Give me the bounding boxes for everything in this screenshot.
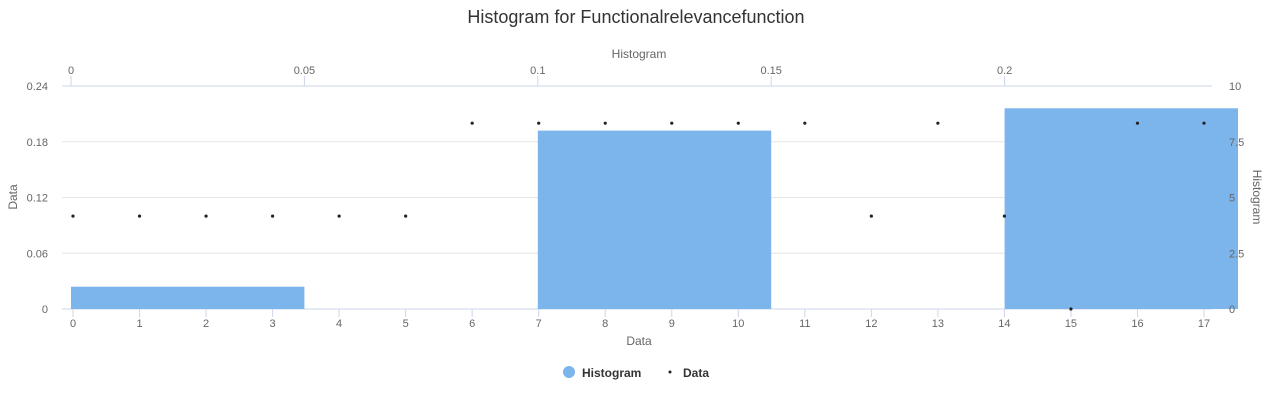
right-axis-title: Histogram [1250, 170, 1264, 225]
bottom-axis-tick-label: 11 [799, 318, 810, 330]
bottom-axis-tick-label: 9 [669, 318, 675, 330]
bottom-axis-tick-label: 10 [732, 318, 744, 330]
bottom-axis-tick-label: 2 [203, 318, 209, 330]
legend-item-histogram[interactable]: Histogram [563, 366, 641, 380]
top-axis-tick-label: 0.2 [997, 65, 1012, 77]
bottom-axis-title: Data [626, 334, 652, 348]
histogram-bars [71, 108, 1238, 309]
data-point [1135, 121, 1140, 125]
data-point [537, 121, 541, 125]
histogram-bar [537, 130, 772, 309]
data-point [603, 121, 607, 125]
data-point [1202, 121, 1206, 125]
legend-data-label: Data [683, 366, 709, 380]
data-points [71, 121, 1206, 311]
bottom-axis-tick-label: 3 [270, 318, 276, 330]
y-right-tick-label: 5 [1229, 193, 1235, 205]
data-point [404, 214, 408, 218]
top-axis-tick-label: 0.05 [294, 65, 315, 77]
y-left-tick-label: 0.24 [27, 81, 48, 93]
data-point [869, 214, 873, 218]
data-point [803, 121, 807, 125]
bottom-axis-tick-label: 7 [536, 318, 542, 330]
data-point [1002, 214, 1007, 218]
bottom-axis-tick-label: 6 [469, 318, 475, 330]
data-point [204, 214, 208, 218]
data-point [270, 214, 275, 218]
bottom-axis-tick-label: 17 [1198, 318, 1210, 330]
bottom-axis-tick-label: 16 [1131, 318, 1143, 330]
bottom-axis-tick-label: 0 [70, 318, 76, 330]
data-point [736, 121, 740, 125]
data-point [1069, 307, 1073, 311]
legend: Histogram Data [563, 366, 709, 380]
data-point [470, 121, 474, 125]
top-axis-tick-label: 0.15 [760, 65, 781, 77]
histogram-bar [1004, 108, 1238, 309]
y-left-tick-label: 0.06 [27, 248, 48, 260]
data-point [936, 121, 940, 125]
data-point [71, 214, 75, 218]
data-point [670, 121, 674, 125]
y-right-tick-label: 7.5 [1229, 137, 1244, 149]
bottom-axis-tick-label: 13 [932, 318, 944, 330]
data-point [137, 214, 142, 218]
y-left-tick-label: 0.12 [27, 193, 48, 205]
bottom-axis-tick-label: 5 [403, 318, 409, 330]
y-right-tick-label: 2.5 [1229, 248, 1244, 260]
y-left-tick-label: 0.18 [27, 137, 48, 149]
bottom-axis-tick-label: 12 [865, 318, 877, 330]
top-axis-title: Histogram [612, 47, 667, 61]
left-axis-title: Data [6, 184, 20, 210]
histogram-bar [71, 286, 305, 309]
bottom-axis-tick-label: 4 [336, 318, 342, 330]
bottom-axis-tick-label: 8 [602, 318, 608, 330]
bottom-axis-tick-label: 15 [1065, 318, 1077, 330]
data-point [337, 214, 341, 218]
legend-item-data[interactable]: Data [668, 366, 710, 380]
y-right-tick-label: 10 [1229, 81, 1241, 93]
legend-data-swatch [668, 370, 672, 374]
legend-histogram-label: Histogram [582, 366, 641, 380]
top-axis-tick-label: 0.1 [530, 65, 545, 77]
y-left-tick-label: 0 [42, 304, 48, 316]
bottom-axis-tick-label: 1 [136, 318, 142, 330]
chart-title: Histogram for Functionalrelevancefunctio… [467, 7, 804, 27]
y-right-tick-label: 0 [1229, 304, 1235, 316]
legend-histogram-swatch [563, 366, 575, 378]
bottom-axis-tick-label: 14 [998, 318, 1010, 330]
top-axis-tick-label: 0 [68, 65, 74, 77]
